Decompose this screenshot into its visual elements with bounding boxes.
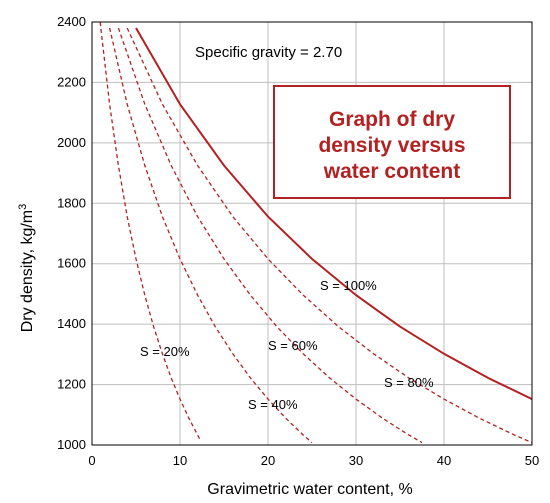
curve-label-s60: S = 60% <box>268 338 318 353</box>
curve-group <box>99 22 532 444</box>
title-line-1: Graph of dry <box>329 108 455 131</box>
title-box-frame <box>273 85 511 199</box>
specific-gravity-note: Specific gravity = 2.70 <box>195 44 342 61</box>
curve-label-s40: S = 40% <box>248 397 298 412</box>
y-tick-label: 1800 <box>57 195 86 210</box>
saturation-curve-60 <box>117 27 423 444</box>
plot-frame <box>91 21 533 446</box>
x-tick-label: 10 <box>173 453 187 468</box>
saturation-curve-20 <box>99 22 201 441</box>
y-axis-title-sup: 3 <box>17 204 29 210</box>
title-line-3: water content <box>323 160 461 183</box>
x-tick-label: 50 <box>525 453 539 468</box>
curve-label-s20: S = 20% <box>140 344 190 359</box>
y-tick-label: 2400 <box>57 14 86 29</box>
saturation-curve-80 <box>126 27 532 444</box>
x-tick-label: 0 <box>88 453 95 468</box>
curves: S = 20% S = 40% S = 60% S = 80% S = 100% <box>99 22 532 444</box>
saturation-curve-100 <box>135 27 532 401</box>
y-tick-label: 2200 <box>57 74 86 89</box>
x-tick-label: 20 <box>261 453 275 468</box>
y-tick-label: 1200 <box>57 377 86 392</box>
title-box: Graph of dry density versus water conten… <box>273 85 511 199</box>
y-tick-label: 1000 <box>57 437 86 452</box>
x-tick-label: 40 <box>437 453 451 468</box>
y-tick-label: 1400 <box>57 316 86 331</box>
x-axis-title: Gravimetric water content, % <box>207 481 412 498</box>
curve-label-s100: S = 100% <box>320 278 377 293</box>
x-tick-label: 30 <box>349 453 363 468</box>
y-tick-label: 2000 <box>57 135 86 150</box>
y-axis-title: Dry density, kg/m3 <box>17 204 36 333</box>
saturation-curve-40 <box>108 27 313 444</box>
y-axis-title-main: Dry density, kg/m <box>19 210 36 332</box>
title-line-2: density versus <box>318 134 465 157</box>
curve-label-s80: S = 80% <box>384 375 434 390</box>
y-tick-label: 1600 <box>57 256 86 271</box>
ticks: 0 10 20 30 40 50 1000 1200 1400 1600 1800 2000 2200 2… <box>57 14 539 468</box>
